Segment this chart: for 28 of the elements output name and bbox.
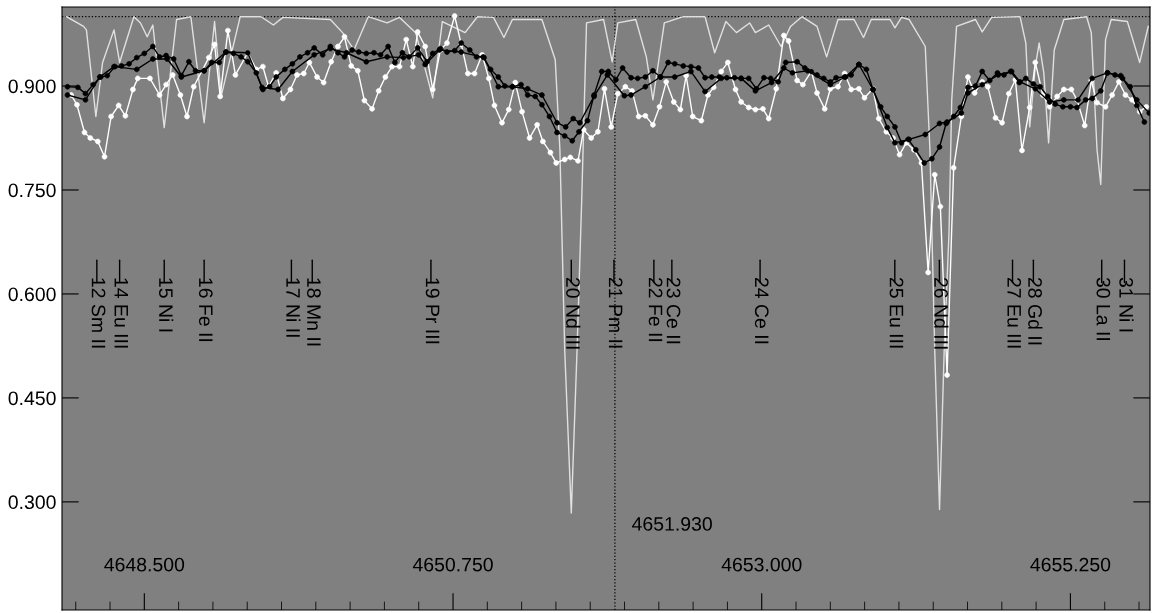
- annotation: 23 Ce II: [666, 277, 681, 344]
- ref-line-label: 4651.930: [632, 517, 712, 531]
- annotation: 18 Mn II: [307, 278, 321, 346]
- annotation: 25 Eu III: [889, 277, 904, 348]
- annotation: 22 Fe II: [648, 277, 663, 342]
- y-tick-label: 0.600: [8, 287, 56, 302]
- annotation: 16 Fe II: [198, 278, 213, 342]
- annotation: 28 Gd II: [1028, 277, 1043, 345]
- annotation: 20 Nd III: [566, 277, 581, 349]
- y-tick-label: 0.450: [8, 391, 56, 406]
- annotation: 26 Nd III: [934, 277, 949, 349]
- annotation: 27 Eu III: [1007, 277, 1022, 348]
- annotation: 15 Ni I: [158, 278, 174, 332]
- y-tick-label: 0.300: [8, 495, 56, 510]
- y-tick-label: 0.900: [8, 79, 56, 94]
- annotation: 12 Sm II: [91, 278, 106, 348]
- annotation: 21 Pm II: [608, 277, 623, 348]
- annotation: 14 Eu III: [114, 278, 128, 348]
- x-tick-label: 4650.750: [412, 557, 493, 572]
- annotation: 17 Ni II: [286, 278, 301, 337]
- x-tick-label: 4653.000: [721, 557, 802, 572]
- annotation: 24 Ce II: [754, 277, 769, 344]
- annotation: 30 La II: [1096, 277, 1111, 340]
- y-tick-label: 0.750: [8, 183, 56, 198]
- annotation: 31 Ni I: [1119, 277, 1134, 332]
- annotation: 19 Pr III: [425, 278, 440, 344]
- x-tick-label: 4655.250: [1030, 557, 1111, 572]
- x-tick-label: 4648.500: [104, 557, 185, 572]
